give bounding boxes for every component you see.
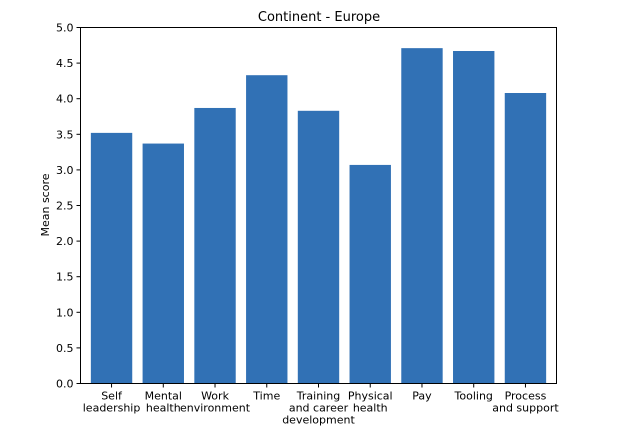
y-axis-label: Mean score	[39, 173, 52, 236]
bar-7	[453, 51, 495, 384]
y-tick-label: 2.0	[56, 235, 74, 248]
y-tick-label: 0.5	[56, 342, 74, 355]
bar-3	[246, 75, 288, 384]
bar-1	[142, 143, 184, 384]
y-tick-label: 1.0	[56, 306, 74, 319]
x-tick-label: Process and support	[492, 390, 559, 415]
y-tick-label: 2.5	[56, 200, 74, 213]
y-tick-label: 3.0	[56, 164, 74, 177]
y-tick-label: 4.5	[56, 57, 74, 70]
bar-6	[401, 48, 443, 384]
bar-8	[504, 93, 547, 384]
x-tick-label: Physical health	[348, 390, 393, 415]
x-tick-label: Mental health	[145, 390, 182, 415]
x-tick-label: Pay	[412, 390, 432, 403]
y-tick-label: 1.5	[56, 271, 74, 284]
bar-5	[349, 164, 391, 384]
bars-group	[90, 48, 547, 384]
y-tick-label: 0.0	[56, 378, 74, 391]
x-tick-label: Self leadership	[83, 390, 141, 415]
bar-4	[297, 110, 340, 384]
chart-title: Continent - Europe	[258, 10, 380, 25]
y-axis-ticks: 0.0 0.5 1.0 1.5 2.0 2.5 3.0 3.5 4.0 4.5 5.0	[56, 22, 81, 391]
y-tick-label: 5.0	[56, 22, 74, 35]
y-tick-label: 4.0	[56, 93, 74, 106]
y-tick-label: 3.5	[56, 128, 74, 141]
bar-0	[90, 132, 133, 384]
x-tick-label: Work environment	[180, 390, 251, 415]
x-tick-label: Time	[252, 390, 280, 403]
bar-2	[194, 107, 236, 384]
x-tick-label: Tooling	[454, 390, 493, 403]
x-tick-label: Training and career development	[282, 390, 355, 427]
